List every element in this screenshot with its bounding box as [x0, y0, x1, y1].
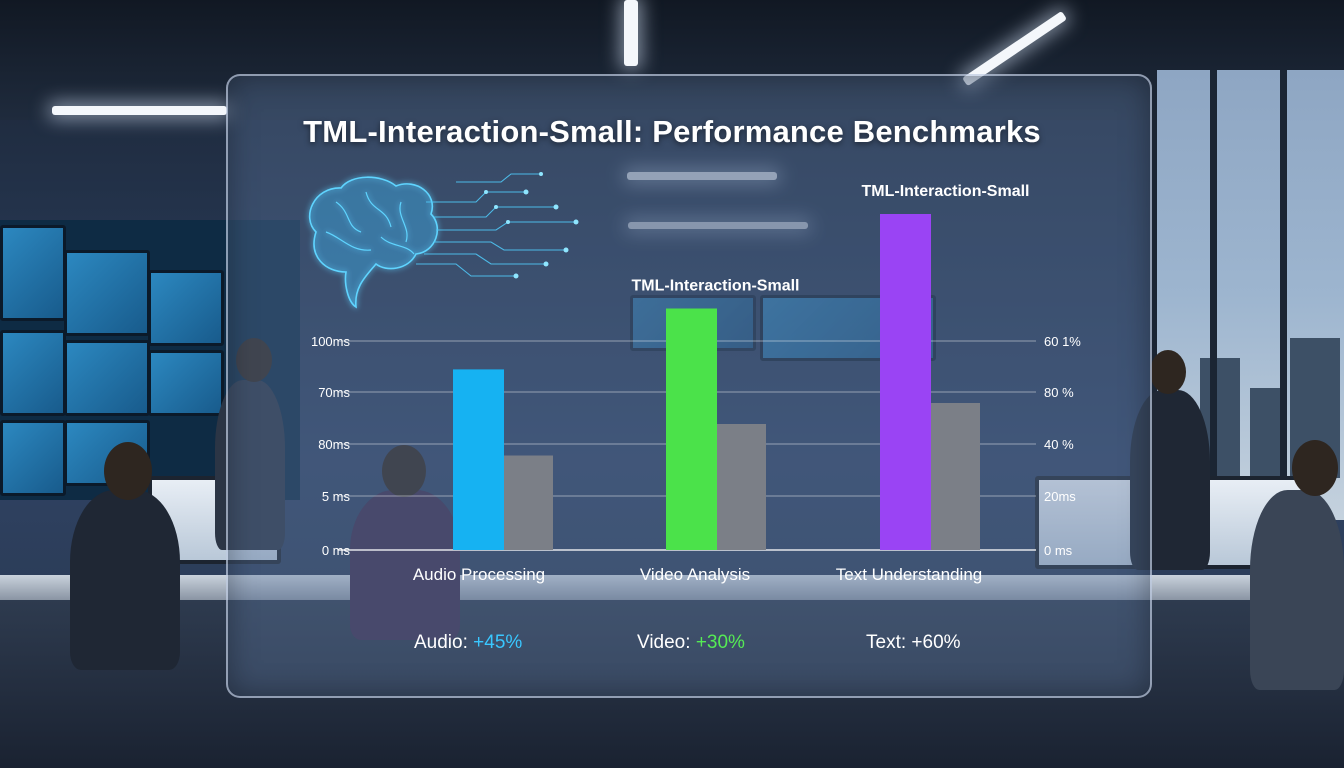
x-category-label: Video Analysis — [640, 565, 750, 584]
y-tick-label-left: 5 ms — [322, 489, 351, 504]
ceiling — [0, 0, 1344, 120]
ceiling-light — [52, 106, 227, 115]
person-head — [1150, 350, 1186, 394]
ceiling-light — [624, 0, 638, 66]
ceiling-light — [627, 172, 777, 180]
improvement-value: +30% — [695, 632, 745, 653]
x-category-label: Text Understanding — [836, 565, 982, 584]
y-tick-label-left: 80ms — [318, 437, 350, 452]
person-silhouette — [70, 490, 180, 670]
x-category-label: Audio Processing — [413, 565, 545, 584]
bar-primary — [453, 369, 504, 550]
y-tick-label-left: 0 ms — [322, 543, 351, 558]
brain-circuit-icon — [309, 172, 579, 309]
improvement-text: Text: +60% — [866, 632, 961, 654]
improvement-value: +45% — [473, 632, 523, 653]
bar-baseline — [717, 424, 766, 550]
y-tick-label-right: 60 1% — [1044, 334, 1081, 349]
ceiling-light — [628, 222, 808, 229]
person-head — [382, 445, 426, 497]
y-tick-label-right: 40 % — [1044, 437, 1074, 452]
bar-baseline — [931, 403, 980, 550]
y-tick-label-right: 80 % — [1044, 385, 1074, 400]
y-tick-label-left: 70ms — [318, 385, 350, 400]
bar-baseline — [504, 455, 553, 550]
y-tick-label-right: 0 ms — [1044, 543, 1073, 558]
city-building — [1250, 388, 1280, 478]
improvement-label: Text: — [866, 632, 907, 653]
improvement-label: Video: — [637, 632, 691, 653]
person-silhouette — [1130, 390, 1210, 570]
improvement-label: Audio: — [414, 632, 468, 653]
y-tick-label-right: 20ms — [1044, 489, 1076, 504]
chart-title: TML-Interaction-Small: Performance Bench… — [303, 114, 1041, 149]
improvement-value: +60% — [911, 632, 961, 653]
floor — [0, 600, 1344, 768]
person-head — [236, 338, 272, 382]
bar-primary — [880, 214, 931, 550]
window-mullion — [1150, 70, 1157, 520]
person-head — [104, 442, 152, 500]
y-tick-label-left: 100ms — [311, 334, 351, 349]
wall-monitor — [64, 250, 150, 336]
person-silhouette — [1250, 490, 1344, 690]
improvement-video: Video: +30% — [637, 632, 745, 654]
wall-monitor — [0, 420, 66, 496]
bar-value-label: TML-Interaction-Small — [861, 183, 1029, 200]
improvement-audio: Audio: +45% — [414, 632, 522, 654]
bar-primary — [666, 308, 717, 550]
window-mullion — [1280, 70, 1287, 520]
wall-monitor — [148, 270, 224, 346]
wall-monitor — [148, 350, 224, 416]
window-mullion — [1210, 70, 1217, 520]
bar-value-label: TML-Interaction-Small — [631, 278, 799, 295]
wall-monitor — [0, 330, 66, 416]
person-silhouette — [350, 490, 460, 640]
person-head — [1292, 440, 1338, 496]
